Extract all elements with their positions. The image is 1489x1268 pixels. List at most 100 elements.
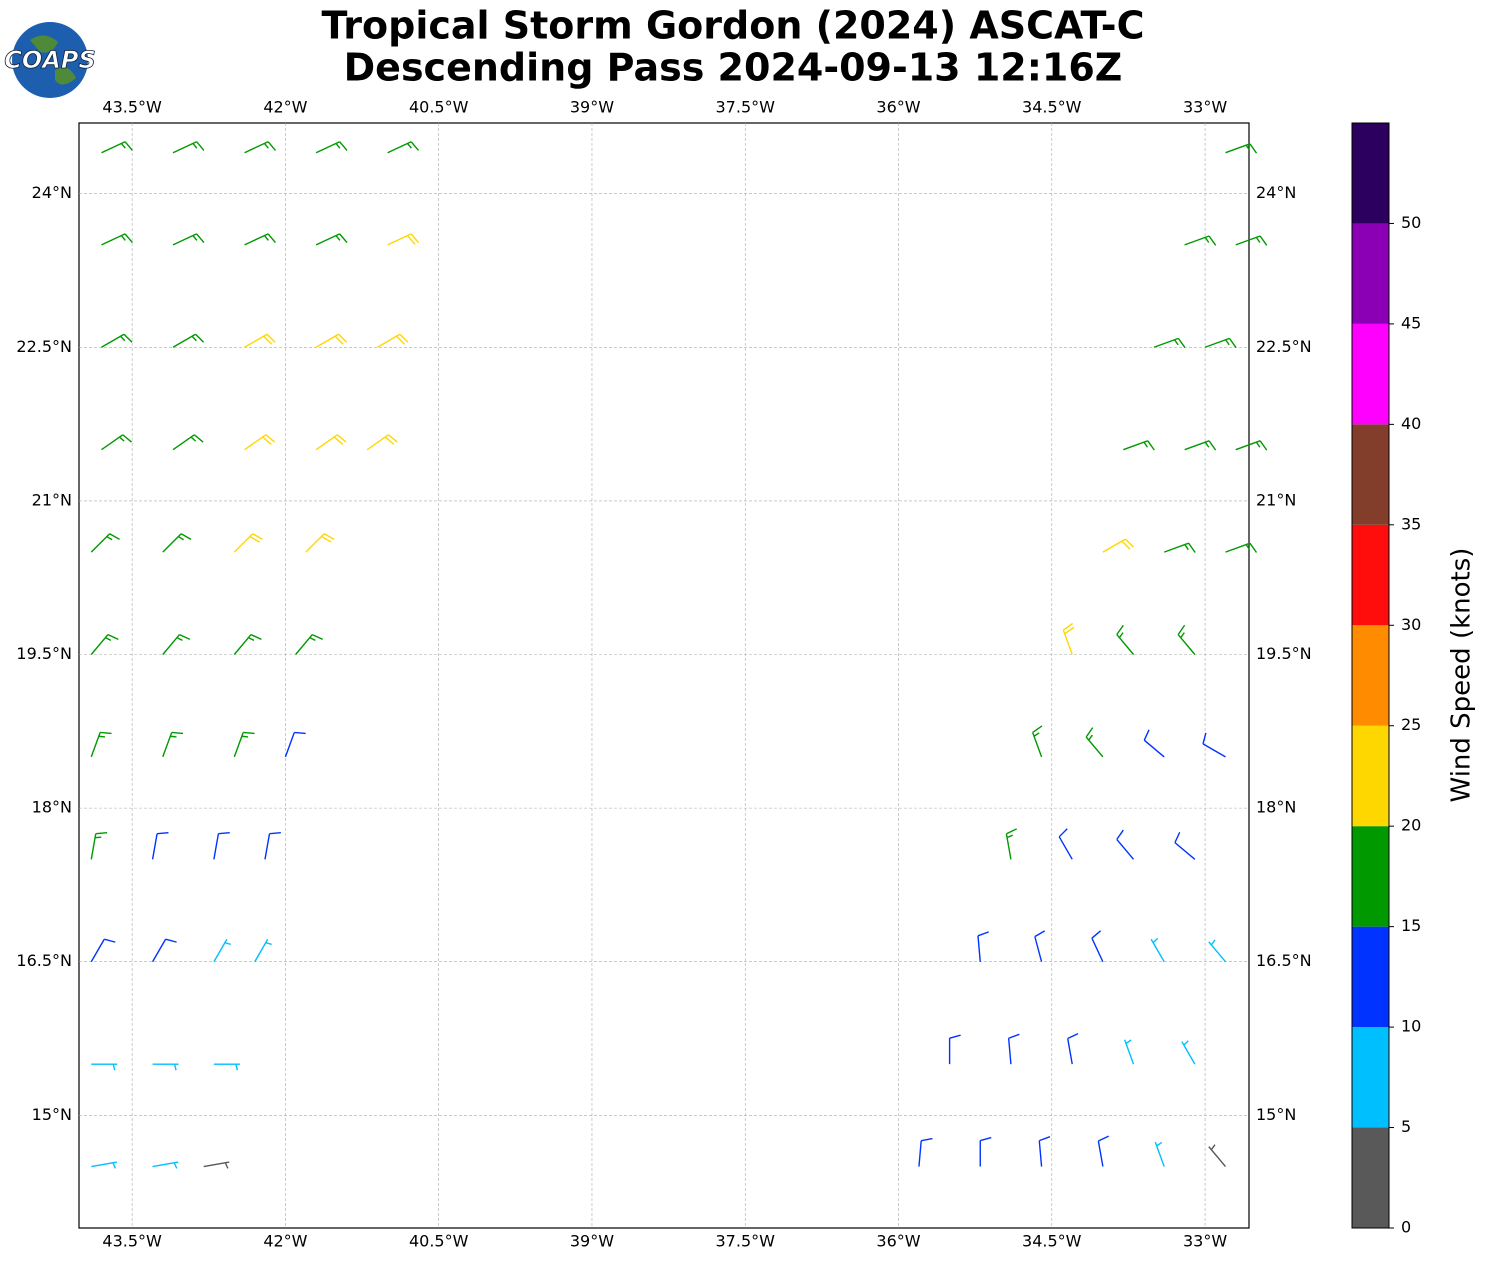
wind-barb bbox=[1208, 1144, 1227, 1168]
colorbar-tick-label: 45 bbox=[1401, 313, 1421, 332]
wind-barb bbox=[213, 831, 230, 860]
y-tick-label: 22.5°N bbox=[1256, 337, 1312, 356]
y-tick-label: 24°N bbox=[32, 183, 72, 202]
wind-barb bbox=[1038, 1136, 1051, 1167]
wind-barb bbox=[977, 931, 989, 962]
colorbar-segment bbox=[1352, 123, 1389, 224]
wind-barb bbox=[1184, 235, 1217, 246]
wind-barb bbox=[315, 434, 347, 451]
wind-barb bbox=[1204, 337, 1237, 349]
wind-barb bbox=[387, 141, 420, 154]
wind-barb bbox=[151, 831, 169, 860]
wind-barb bbox=[1032, 725, 1043, 758]
wind-barb bbox=[1005, 828, 1018, 860]
x-tick-label: 34.5°W bbox=[1022, 98, 1082, 117]
wind-barb bbox=[101, 233, 133, 246]
wind-barb bbox=[1225, 143, 1258, 154]
y-tick-label: 16.5°N bbox=[1256, 951, 1312, 970]
colorbar-segment bbox=[1352, 1027, 1389, 1128]
wind-barb bbox=[1097, 1135, 1109, 1167]
colorbar-segment bbox=[1352, 1127, 1389, 1228]
y-tick-label: 21°N bbox=[32, 490, 72, 509]
wind-barb bbox=[1085, 727, 1104, 758]
wind-barb bbox=[295, 633, 323, 655]
x-tick-label: 39°W bbox=[570, 98, 614, 117]
x-tick-label: 40.5°W bbox=[409, 1232, 469, 1251]
wind-barb bbox=[101, 434, 132, 451]
wind-barb bbox=[254, 938, 272, 963]
wind-barb bbox=[203, 1161, 230, 1169]
colorbar-segment bbox=[1352, 223, 1389, 324]
wind-barb bbox=[1154, 1141, 1165, 1167]
wind-barb bbox=[151, 938, 177, 963]
chart-title: Tropical Storm Gordon (2024) ASCAT-C bbox=[322, 4, 1145, 48]
y-tick-label: 16.5°N bbox=[16, 951, 72, 970]
y-tick-label: 18°N bbox=[1256, 798, 1296, 817]
wind-barb bbox=[1116, 624, 1135, 655]
wind-barb bbox=[90, 633, 119, 655]
colorbar-tick-label: 40 bbox=[1401, 414, 1421, 433]
x-tick-label: 37.5°W bbox=[716, 1232, 776, 1251]
colorbar-tick-label: 20 bbox=[1401, 816, 1421, 835]
colorbar-tick-label: 25 bbox=[1401, 715, 1421, 734]
colorbar-tick-label: 50 bbox=[1401, 213, 1421, 232]
wind-barb bbox=[1123, 440, 1155, 451]
wind-barb bbox=[1058, 828, 1073, 860]
x-tick-label: 36°W bbox=[876, 1232, 920, 1251]
wind-barb bbox=[244, 141, 277, 154]
logo: COAPS bbox=[4, 22, 96, 98]
colorbar-segment bbox=[1352, 625, 1389, 726]
colorbar-segment bbox=[1352, 424, 1389, 525]
wind-barb bbox=[1091, 930, 1104, 963]
wind-barb bbox=[162, 633, 191, 655]
wind-barb bbox=[1225, 542, 1258, 553]
chart-subtitle: Descending Pass 2024-09-13 12:16Z bbox=[344, 46, 1123, 90]
x-tick-label: 34.5°W bbox=[1022, 1232, 1082, 1251]
map-frame bbox=[78, 122, 1250, 1229]
x-tick-label: 42°W bbox=[263, 1232, 307, 1251]
wind-barb bbox=[233, 731, 255, 758]
wind-barb bbox=[948, 1034, 961, 1065]
x-tick-label: 39°W bbox=[570, 1232, 614, 1251]
wind-barb bbox=[315, 233, 348, 246]
y-tick-label: 22.5°N bbox=[16, 337, 72, 356]
wind-barb bbox=[284, 731, 306, 758]
wind-barb bbox=[244, 233, 277, 246]
wind-barb bbox=[1034, 930, 1046, 962]
wind-barb bbox=[91, 1161, 117, 1169]
wind-barb bbox=[244, 333, 276, 348]
wind-barb bbox=[152, 1161, 179, 1169]
wind-barb bbox=[90, 831, 108, 860]
wind-barb bbox=[1116, 829, 1135, 860]
wind-barb bbox=[1150, 937, 1165, 963]
wind-barb bbox=[305, 533, 335, 553]
wind-barb bbox=[1174, 831, 1196, 860]
wind-barb bbox=[162, 731, 184, 758]
wind-barb bbox=[1102, 538, 1134, 553]
wind-barb bbox=[264, 831, 281, 860]
wind-barb bbox=[233, 533, 263, 553]
wind-barb bbox=[101, 333, 133, 348]
x-tick-label: 43.5°W bbox=[102, 1232, 162, 1251]
y-tick-label: 19.5°N bbox=[16, 644, 72, 663]
y-tick-label: 15°N bbox=[1256, 1105, 1296, 1124]
logo-text: COAPS bbox=[4, 46, 95, 74]
colorbar-segment bbox=[1352, 826, 1389, 927]
wind-barb bbox=[1184, 440, 1217, 451]
wind-barb bbox=[918, 1137, 933, 1167]
x-tick-label: 40.5°W bbox=[409, 98, 469, 117]
wind-barb bbox=[315, 141, 348, 154]
y-tick-label: 15°N bbox=[32, 1105, 72, 1124]
wind-barb bbox=[90, 938, 116, 963]
wind-barb bbox=[90, 533, 120, 553]
wind-barb bbox=[1163, 542, 1196, 553]
y-tick-label: 19.5°N bbox=[1256, 644, 1312, 663]
y-tick-label: 21°N bbox=[1256, 490, 1296, 509]
colorbar-tick-label: 10 bbox=[1401, 1017, 1421, 1036]
colorbar-segment bbox=[1352, 926, 1389, 1028]
y-tick-label: 24°N bbox=[1256, 183, 1296, 202]
wind-barb bbox=[172, 233, 205, 246]
wind-barb bbox=[387, 233, 420, 246]
logo-land bbox=[30, 35, 76, 85]
